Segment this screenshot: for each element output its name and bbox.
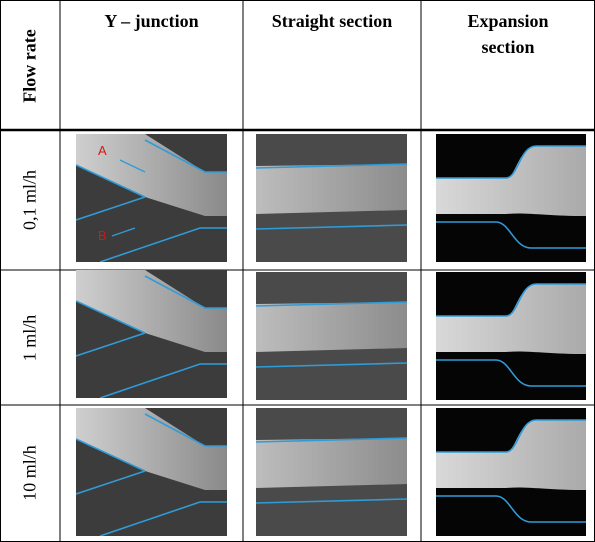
arrows — [111, 159, 146, 237]
image-expansion — [436, 134, 586, 262]
image-y-junction — [76, 270, 227, 398]
row-label: 0,1 ml/h — [19, 169, 40, 231]
image-y-junction — [76, 408, 227, 536]
header-cell: Y – junction — [104, 11, 199, 31]
image-straight — [256, 134, 407, 262]
image-expansion — [436, 408, 586, 536]
image-straight — [256, 272, 407, 400]
header-cell: Flow rate — [19, 29, 40, 103]
image-straight — [256, 408, 407, 536]
annotation: A — [98, 143, 107, 158]
header-cell: Expansion section — [467, 11, 549, 57]
row-label: 10 ml/h — [19, 445, 40, 501]
image-expansion — [436, 272, 586, 400]
annotation: B — [98, 228, 107, 243]
micrographs — [76, 134, 586, 536]
header-cell: Straight section — [271, 11, 393, 31]
row-label: 1 ml/h — [19, 314, 40, 362]
